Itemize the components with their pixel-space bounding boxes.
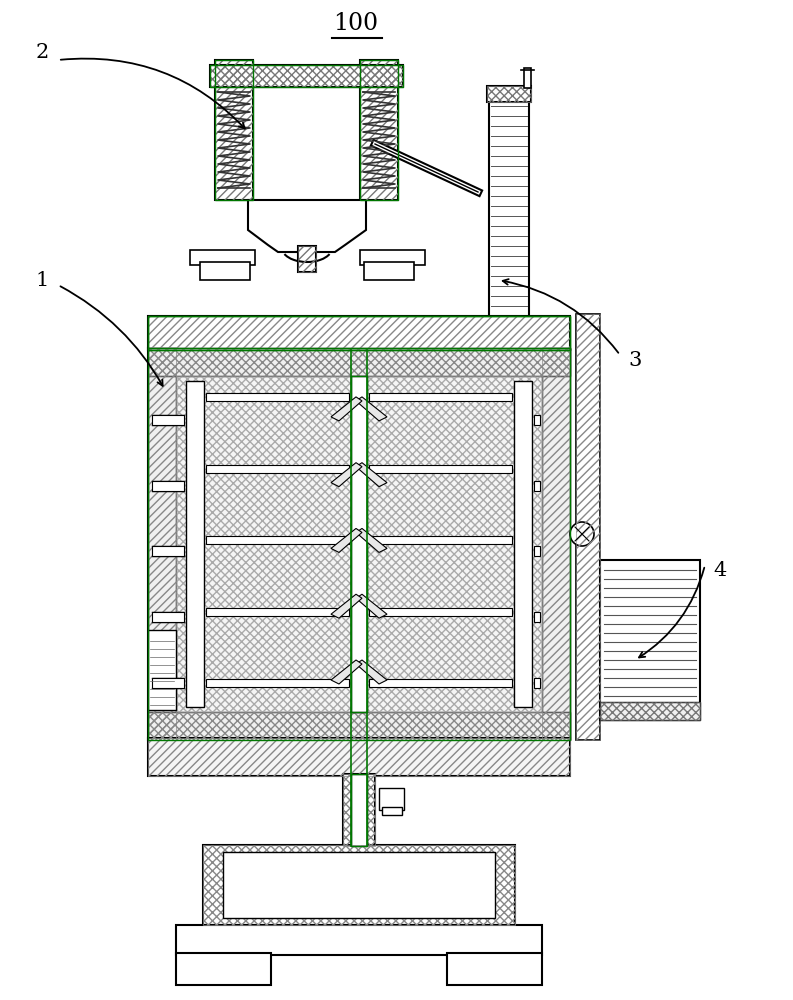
Bar xyxy=(369,536,512,544)
Bar xyxy=(190,250,255,265)
Polygon shape xyxy=(248,200,366,252)
Bar xyxy=(186,381,204,707)
Bar xyxy=(215,60,253,200)
Bar xyxy=(369,679,512,687)
Bar xyxy=(600,702,700,720)
Polygon shape xyxy=(356,660,387,684)
Bar xyxy=(223,852,495,918)
Bar xyxy=(360,60,398,200)
Bar xyxy=(487,86,531,102)
Polygon shape xyxy=(356,463,387,487)
Bar xyxy=(148,712,570,740)
Bar xyxy=(148,348,176,740)
Polygon shape xyxy=(331,397,362,421)
Bar xyxy=(148,316,570,350)
Bar xyxy=(534,612,540,622)
Bar xyxy=(534,415,540,425)
Bar xyxy=(576,314,600,740)
Bar xyxy=(176,376,542,712)
Bar xyxy=(351,774,367,846)
Bar xyxy=(148,712,570,740)
Bar xyxy=(534,481,540,491)
Bar xyxy=(206,607,349,615)
Bar xyxy=(148,348,570,376)
Bar xyxy=(343,774,375,846)
Bar xyxy=(152,481,184,491)
Bar xyxy=(210,65,403,87)
Polygon shape xyxy=(331,528,362,552)
Bar xyxy=(152,415,184,425)
Polygon shape xyxy=(331,463,362,487)
Bar xyxy=(148,348,176,740)
Bar xyxy=(600,560,700,720)
Bar xyxy=(369,393,512,401)
Bar xyxy=(215,60,253,200)
Bar xyxy=(148,348,570,740)
Bar xyxy=(298,246,316,272)
Bar xyxy=(447,953,542,985)
Text: 100: 100 xyxy=(333,12,378,35)
Bar xyxy=(351,376,367,712)
Bar xyxy=(210,65,403,87)
Bar xyxy=(152,678,184,688)
Bar xyxy=(534,546,540,556)
Bar xyxy=(351,774,367,846)
Bar xyxy=(360,60,398,200)
Bar xyxy=(176,925,542,955)
Bar xyxy=(369,607,512,615)
Circle shape xyxy=(570,522,594,546)
Text: 3: 3 xyxy=(628,351,642,369)
Polygon shape xyxy=(331,660,362,684)
Bar xyxy=(351,376,367,712)
Bar xyxy=(200,262,250,280)
Bar xyxy=(148,630,176,710)
Bar xyxy=(176,953,271,985)
Bar xyxy=(203,845,515,925)
Bar xyxy=(542,348,570,740)
Bar xyxy=(203,845,515,925)
Bar xyxy=(176,376,542,712)
Bar xyxy=(152,612,184,622)
Bar xyxy=(343,774,375,846)
Bar xyxy=(215,60,253,200)
Polygon shape xyxy=(356,528,387,552)
Bar xyxy=(524,68,531,88)
Bar xyxy=(148,348,570,740)
Bar xyxy=(576,314,600,740)
Bar xyxy=(487,86,531,102)
Bar xyxy=(148,738,570,776)
Polygon shape xyxy=(356,397,387,421)
Bar xyxy=(360,250,425,265)
Text: 2: 2 xyxy=(36,42,48,62)
Bar xyxy=(152,546,184,556)
Bar xyxy=(534,678,540,688)
Bar xyxy=(148,316,570,350)
Bar xyxy=(379,788,404,810)
Bar xyxy=(206,393,349,401)
Bar xyxy=(489,100,529,320)
Bar xyxy=(514,381,532,707)
Bar xyxy=(148,738,570,776)
Bar xyxy=(206,536,349,544)
Bar xyxy=(148,316,570,350)
Bar xyxy=(382,807,402,815)
Bar xyxy=(369,464,512,473)
Bar xyxy=(210,65,403,87)
Polygon shape xyxy=(331,594,362,618)
Bar xyxy=(600,702,700,720)
Polygon shape xyxy=(356,594,387,618)
Bar xyxy=(206,679,349,687)
Bar xyxy=(148,348,570,376)
Bar xyxy=(364,262,414,280)
Text: 1: 1 xyxy=(36,270,48,290)
Bar xyxy=(206,464,349,473)
Bar xyxy=(148,316,570,350)
Bar xyxy=(298,246,316,272)
Bar xyxy=(542,348,570,740)
Bar xyxy=(360,60,398,200)
Text: 4: 4 xyxy=(714,560,726,580)
